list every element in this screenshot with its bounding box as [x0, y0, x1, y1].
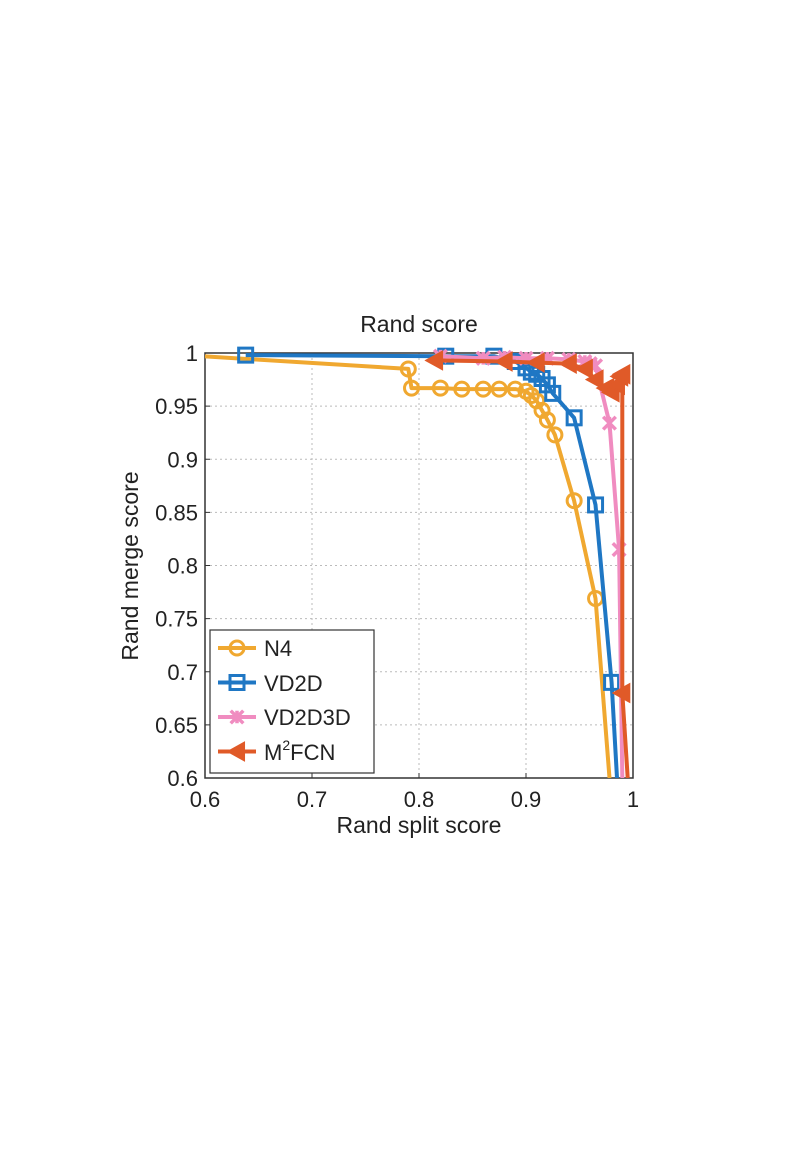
x-axis-label: Rand split score	[337, 812, 502, 838]
y-tick-label: 0.75	[155, 607, 198, 632]
y-tick-label: 0.95	[155, 394, 198, 419]
legend-marker	[229, 709, 245, 725]
x-tick-label: 0.9	[511, 787, 542, 812]
data-point	[574, 358, 593, 380]
data-point	[493, 351, 513, 372]
data-point	[403, 379, 421, 397]
x-tick-label: 0.8	[404, 787, 435, 812]
legend-markers	[218, 639, 256, 762]
data-point	[526, 352, 545, 373]
y-tick-label: 0.9	[167, 447, 198, 472]
data-point	[611, 682, 631, 704]
data-point	[431, 379, 449, 397]
data-point	[544, 384, 562, 402]
y-tick-label: 0.65	[155, 713, 198, 738]
data-point	[584, 369, 604, 390]
y-tick-label: 0.7	[167, 660, 198, 685]
series-line	[440, 354, 625, 778]
legend-label-m2fcn-sup: 2	[282, 737, 290, 753]
series-2	[432, 348, 627, 778]
series-0	[205, 354, 612, 778]
tick-group: 0.6 0.7 0.8 0.9 1 0.6 0.65 0.7 0.75 0.8 0.85 0.9 0.9…	[155, 341, 639, 812]
data-point	[399, 360, 417, 378]
y-tick-label: 0.85	[155, 500, 198, 525]
x-tick-label: 0.6	[190, 787, 221, 812]
legend-marker	[226, 741, 246, 762]
data-point	[506, 380, 524, 398]
legend-label-m2fcn-rest: FCN	[290, 740, 335, 765]
data-point	[558, 353, 577, 374]
y-tick-label: 1	[186, 341, 198, 366]
data-point	[474, 380, 492, 398]
legend-marker	[228, 639, 246, 657]
data-point	[237, 346, 255, 364]
data-point	[546, 426, 564, 444]
series-line	[434, 358, 630, 778]
x-tick-label: 0.7	[297, 787, 328, 812]
legend-marker	[228, 674, 246, 691]
x-tick-label: 1	[627, 787, 639, 812]
data-point	[587, 496, 605, 514]
series-3	[424, 350, 631, 778]
legend-label-vd2d: VD2D	[264, 671, 323, 696]
legend-label-vd2d3d: VD2D3D	[264, 705, 351, 730]
data-point	[601, 415, 617, 431]
data-point	[538, 411, 556, 429]
data-point	[424, 350, 444, 371]
data-point	[565, 409, 583, 427]
legend-label-m2fcn-m: M	[264, 740, 282, 765]
legend-label-m2fcn: M2FCN	[264, 737, 335, 765]
chart-title: Rand score	[360, 311, 478, 337]
data-point	[611, 363, 631, 385]
data-point	[490, 380, 508, 398]
y-tick-label: 0.6	[167, 766, 198, 791]
y-axis-label: Rand merge score	[117, 471, 143, 660]
series-group	[205, 346, 631, 778]
data-point	[603, 673, 621, 691]
legend-label-n4: N4	[264, 636, 292, 661]
data-point	[453, 380, 471, 398]
y-tick-label: 0.8	[167, 554, 198, 579]
legend: N4 VD2D VD2D3D M2FCN	[209, 629, 375, 774]
data-point	[565, 492, 583, 510]
